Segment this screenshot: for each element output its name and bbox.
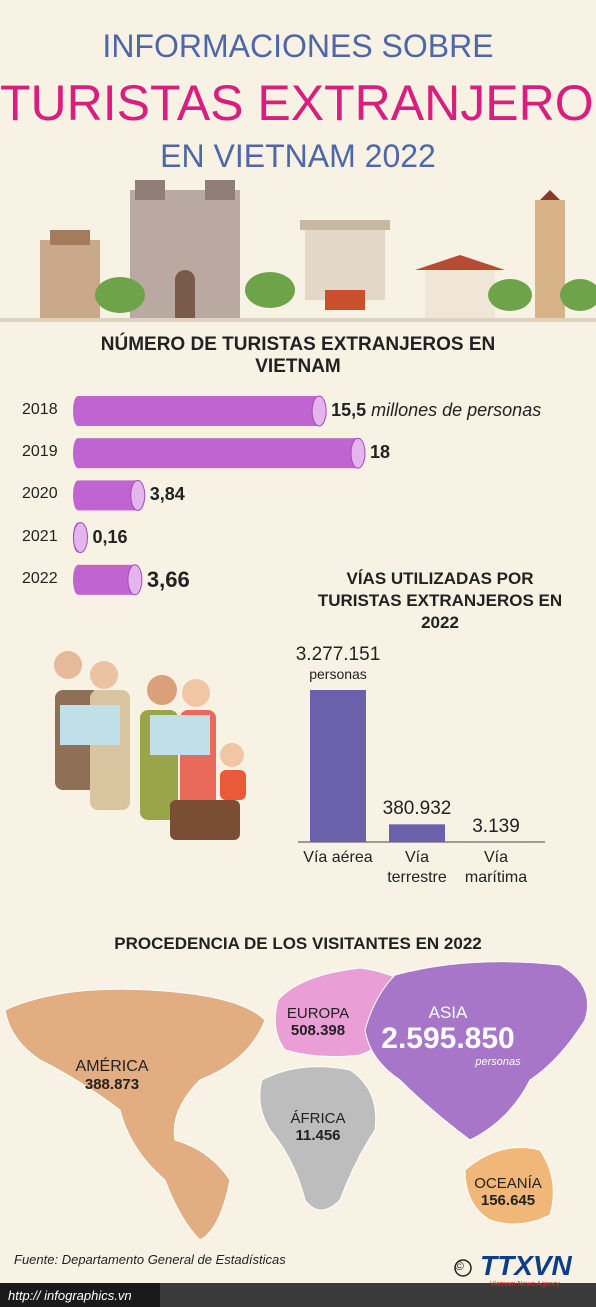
bar xyxy=(73,437,366,469)
unit-label: personas xyxy=(475,1056,521,1068)
value-label: 508.398 xyxy=(290,1022,346,1039)
value-label: 2.595.850 xyxy=(381,1022,515,1055)
copyright-ring xyxy=(454,1259,472,1277)
value-label: 380.932 xyxy=(382,798,452,820)
value-label: 156.645 xyxy=(480,1192,536,1209)
agency: Vietnam News Agency xyxy=(490,1281,560,1288)
title-line3: EN VIETNAM 2022 xyxy=(160,138,436,174)
chart2-title: VÍAS UTILIZADAS POR TURISTAS EXTRANJEROS… xyxy=(317,569,563,632)
value-label: 3,66 xyxy=(146,566,190,592)
region xyxy=(4,988,266,1241)
year-label: 2020 xyxy=(22,485,58,503)
value-label: 11.456 xyxy=(295,1127,341,1144)
bar xyxy=(310,690,366,842)
value-label: 18 xyxy=(370,442,391,463)
skyline xyxy=(0,180,596,322)
year-label: 2022 xyxy=(22,569,58,587)
value-label: 388.873 xyxy=(84,1076,140,1093)
chart3-title: PROCEDENCIA DE LOS VISITANTES EN 2022 xyxy=(114,934,482,953)
value-label: 0,16 xyxy=(92,526,128,547)
year-label: 2018 xyxy=(22,401,58,418)
year-label: 2021 xyxy=(22,527,58,545)
value-label: 15,5 xyxy=(331,400,367,420)
value-label: 3,84 xyxy=(149,484,185,505)
source: Fuente: Departamento General de Estadíst… xyxy=(14,1252,286,1267)
bar xyxy=(72,522,88,554)
region-label: ÁFRICA xyxy=(290,1110,346,1127)
title-line1: INFORMACIONES SOBRE xyxy=(102,28,494,64)
category-label: Vía marítima xyxy=(464,849,528,886)
chart1-title: NÚMERO DE TURISTAS EXTRANJEROS EN VIETNA… xyxy=(100,334,496,377)
value-label: 3.277.151 xyxy=(295,644,381,665)
region-label: AMÉRICA xyxy=(75,1058,149,1075)
bar xyxy=(73,395,327,427)
unit-label: millones de personas xyxy=(371,400,542,420)
region-label: EUROPA xyxy=(286,1005,350,1022)
url: http:// infographics.vn xyxy=(8,1288,132,1303)
value-label: 3.139 xyxy=(472,815,520,837)
bar xyxy=(73,479,146,511)
region xyxy=(464,1147,554,1225)
region-label: OCEANÍA xyxy=(474,1175,542,1192)
category-label: Vía terrestre xyxy=(387,849,447,886)
region xyxy=(364,961,589,1141)
footer-url-bg xyxy=(0,1283,160,1307)
region-label: ASIA xyxy=(428,1003,468,1022)
region xyxy=(259,1066,377,1211)
bar xyxy=(389,824,445,842)
copyright: © xyxy=(455,1259,464,1273)
travelers-illustration xyxy=(54,651,246,840)
category-label: Vía aérea xyxy=(303,849,373,866)
title-line2: TURISTAS EXTRANJEROS xyxy=(0,75,596,131)
logo: TTXVN xyxy=(480,1250,572,1281)
bar xyxy=(73,564,143,596)
year-label: 2019 xyxy=(22,443,58,461)
unit-label: personas xyxy=(309,666,367,682)
